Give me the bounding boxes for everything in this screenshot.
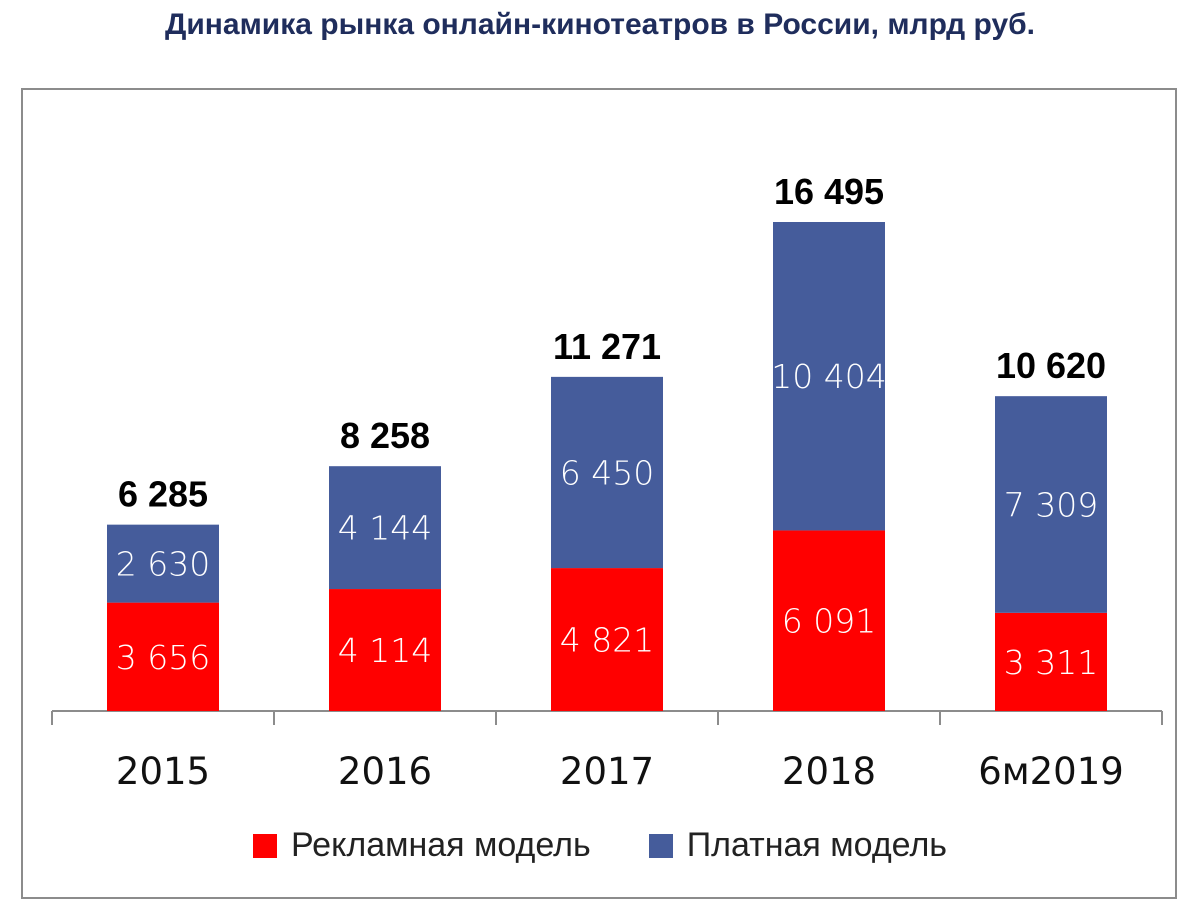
legend-item-paid: Платная модель xyxy=(648,826,947,865)
x-tick-label: 2016 xyxy=(338,750,432,793)
data-label: 6 091 xyxy=(782,602,876,641)
bar-paid-model xyxy=(551,376,663,569)
bar-ad-model xyxy=(107,602,219,711)
total-label: 16 495 xyxy=(774,171,884,212)
bar-ad-model xyxy=(773,530,885,711)
data-label: 3 656 xyxy=(116,638,210,677)
bar-paid-model xyxy=(329,466,441,590)
bar-ad-model xyxy=(995,612,1107,711)
data-label: 6 450 xyxy=(560,453,654,492)
chart-frame xyxy=(21,88,1177,899)
total-label: 11 271 xyxy=(553,326,661,367)
data-label: 4 821 xyxy=(560,621,654,660)
total-label: 8 258 xyxy=(340,415,430,456)
legend-swatch-ad xyxy=(253,833,277,858)
x-tick-label: 2015 xyxy=(116,750,210,793)
data-label: 7 309 xyxy=(1004,486,1098,525)
data-label: 4 144 xyxy=(338,509,432,548)
bar-paid-model xyxy=(107,524,219,603)
legend-label-ad: Рекламная модель xyxy=(291,826,591,864)
bar-ad-model xyxy=(551,568,663,711)
legend-item-ad: Рекламная модель xyxy=(253,826,591,865)
data-label: 10 404 xyxy=(771,357,886,396)
x-tick-label: 2017 xyxy=(560,750,654,793)
data-label: 4 114 xyxy=(338,631,432,670)
bar-paid-model xyxy=(773,222,885,531)
total-label: 6 285 xyxy=(118,474,208,515)
chart-title: Динамика рынка онлайн-кинотеатров в Росс… xyxy=(164,8,1036,41)
legend: Рекламная модель Платная модель xyxy=(0,826,1200,865)
bar-ad-model xyxy=(329,589,441,711)
legend-label-paid: Платная модель xyxy=(686,826,947,864)
legend-swatch-paid xyxy=(648,833,673,858)
x-tick-label: 6м2019 xyxy=(978,750,1124,793)
x-tick-label: 2018 xyxy=(782,750,876,793)
total-label: 10 620 xyxy=(996,345,1106,386)
data-label: 2 630 xyxy=(116,545,210,584)
bar-paid-model xyxy=(995,396,1107,613)
data-label: 3 311 xyxy=(1004,643,1098,682)
